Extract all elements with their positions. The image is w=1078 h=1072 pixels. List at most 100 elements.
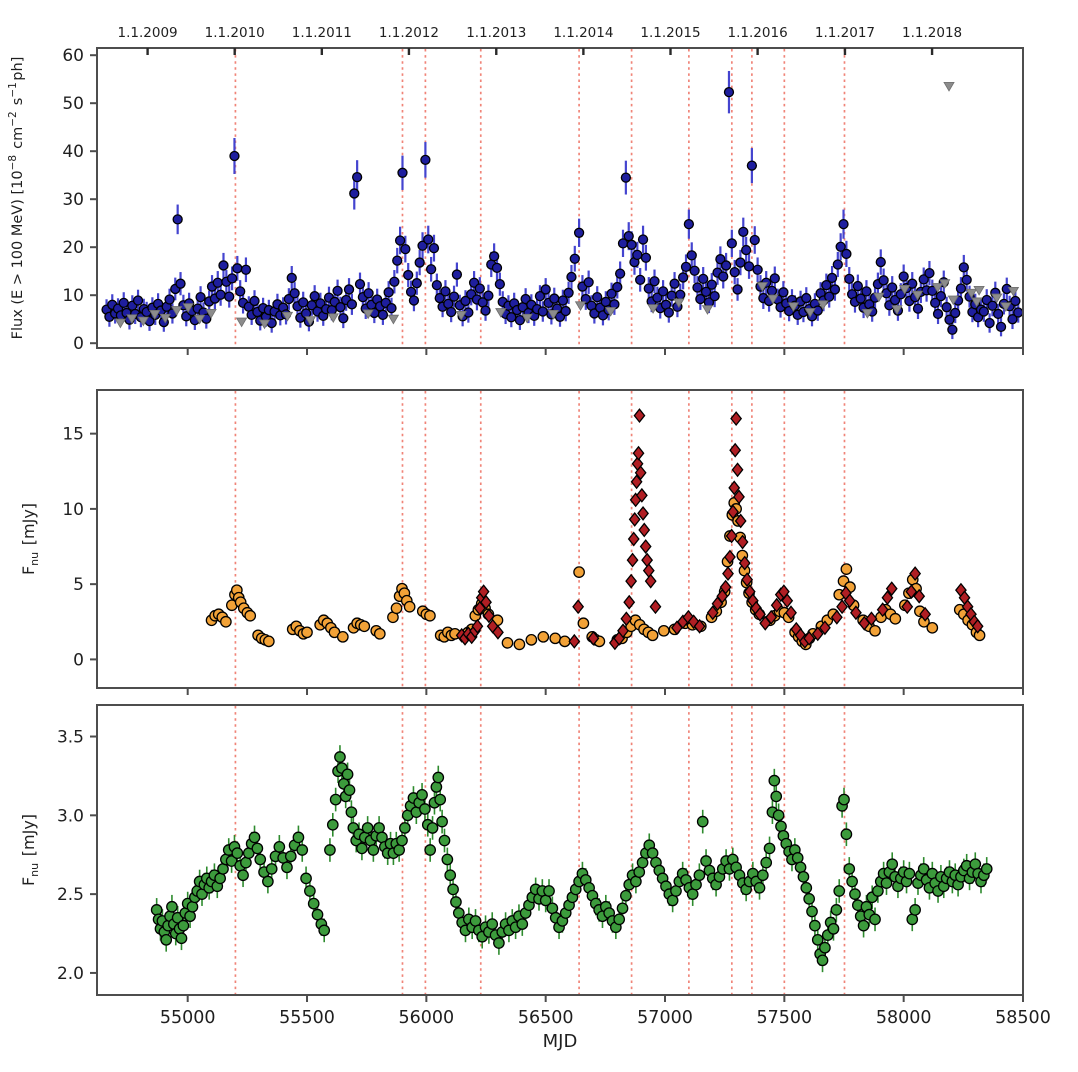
y-tick-label: 10: [62, 500, 84, 520]
data-point-circle: [1013, 307, 1024, 318]
data-point-circle: [460, 295, 471, 307]
y-tick-label: 10: [62, 286, 84, 306]
data-point-diamond: [729, 442, 742, 458]
upper-limit-triangle: [787, 302, 800, 313]
data-point-circle: [417, 240, 428, 251]
data-point-circle: [735, 257, 746, 268]
data-point-circle: [411, 278, 422, 289]
upper-limit-triangle: [701, 305, 714, 315]
data-point-circle: [434, 793, 447, 806]
data-point-circle: [540, 284, 551, 295]
gamma-upper-limits-series: [114, 82, 1020, 330]
data-point-circle: [680, 261, 692, 273]
data-point-circle: [251, 842, 264, 855]
data-point-circle: [363, 288, 374, 299]
upper-limit-triangle: [817, 300, 829, 311]
data-point-circle: [566, 271, 577, 283]
date-tick-label: 1.1.2016: [728, 25, 788, 41]
data-point-circle: [794, 861, 807, 874]
data-point-diamond: [617, 623, 629, 639]
y-axis-title: Flux (E > 100 MeV) [10−8 cm−2 s−1 ph]: [7, 57, 26, 340]
data-point-circle: [806, 905, 818, 918]
data-point-circle: [414, 257, 425, 268]
upper-limit-triangle: [891, 305, 903, 315]
data-point-circle: [354, 279, 366, 290]
data-point-circle: [425, 264, 437, 275]
y-tick-label: 40: [62, 142, 84, 162]
data-point-diamond: [885, 581, 898, 597]
data-point-circle: [440, 286, 451, 297]
data-point-circle: [677, 272, 689, 283]
data-point-circle: [766, 285, 778, 297]
y-tick-label: 0: [73, 334, 84, 354]
date-tick-label: 1.1.2015: [640, 25, 700, 41]
data-point-circle: [166, 900, 178, 913]
data-point-circle: [632, 249, 643, 261]
data-point-diamond: [876, 602, 889, 618]
data-point-circle: [397, 167, 408, 178]
data-point-circle: [474, 283, 485, 294]
data-point-circle: [738, 226, 749, 237]
data-point-circle: [175, 932, 188, 945]
data-point-circle: [351, 171, 363, 183]
data-point-circle: [620, 172, 632, 183]
data-point-circle: [791, 852, 804, 864]
data-point-circle: [326, 818, 339, 831]
data-point-diamond: [971, 618, 984, 634]
data-point-circle: [177, 919, 190, 932]
data-point-circle: [583, 277, 594, 288]
x-tick-label: 57000: [637, 1008, 693, 1028]
data-point-circle: [447, 883, 459, 896]
data-point-diamond: [843, 593, 856, 609]
data-point-diamond: [642, 563, 655, 579]
data-point-circle: [262, 875, 274, 888]
data-point-circle: [886, 858, 899, 871]
data-point-diamond: [625, 573, 638, 589]
data-point-circle: [296, 844, 309, 856]
upper-limit-triangle: [327, 313, 339, 324]
upper-limit-triangle: [455, 310, 467, 321]
y-tick-label: 2.0: [57, 964, 84, 984]
data-point-circle: [373, 627, 386, 640]
data-point-circle: [420, 154, 431, 165]
upper-limit-triangle: [171, 306, 183, 316]
data-point-circle: [569, 253, 580, 264]
data-point-circle: [880, 877, 893, 889]
data-point-circle: [286, 272, 297, 284]
data-point-diamond: [639, 539, 652, 554]
data-point-circle: [757, 869, 769, 882]
upper-limit-triangle: [387, 314, 400, 325]
x-tick-label: 56500: [518, 1008, 574, 1028]
data-point-diamond: [587, 630, 600, 646]
data-point-circle: [803, 893, 816, 905]
data-point-diamond: [765, 609, 778, 625]
upper-limit-triangle: [756, 282, 769, 292]
upper-limit-triangle: [604, 307, 617, 317]
data-point-circle: [698, 273, 709, 285]
gamma-flux-series: [101, 70, 1024, 340]
data-point-circle: [426, 822, 439, 834]
data-point-circle: [729, 267, 740, 278]
data-point-circle: [706, 279, 717, 290]
data-point-circle: [812, 305, 823, 316]
data-point-diamond: [741, 572, 754, 588]
data-point-circle: [741, 244, 752, 256]
data-point-circle: [809, 919, 821, 932]
upper-limit-triangle: [362, 309, 374, 320]
data-point-circle: [394, 235, 406, 246]
data-point-circle: [869, 624, 881, 637]
data-point-circle: [898, 271, 909, 282]
data-point-diamond: [736, 534, 749, 550]
data-point-circle: [549, 293, 560, 304]
data-point-diamond: [803, 630, 816, 646]
data-point-diamond: [738, 555, 751, 571]
upper-limit-triangle: [947, 295, 960, 306]
data-point-circle: [441, 853, 454, 866]
data-point-circle: [549, 632, 562, 645]
data-point-circle: [878, 275, 889, 286]
data-point-circle: [377, 309, 389, 321]
data-point-circle: [926, 621, 939, 634]
date-tick-label: 1.1.2010: [205, 25, 265, 41]
data-point-circle: [640, 252, 652, 263]
